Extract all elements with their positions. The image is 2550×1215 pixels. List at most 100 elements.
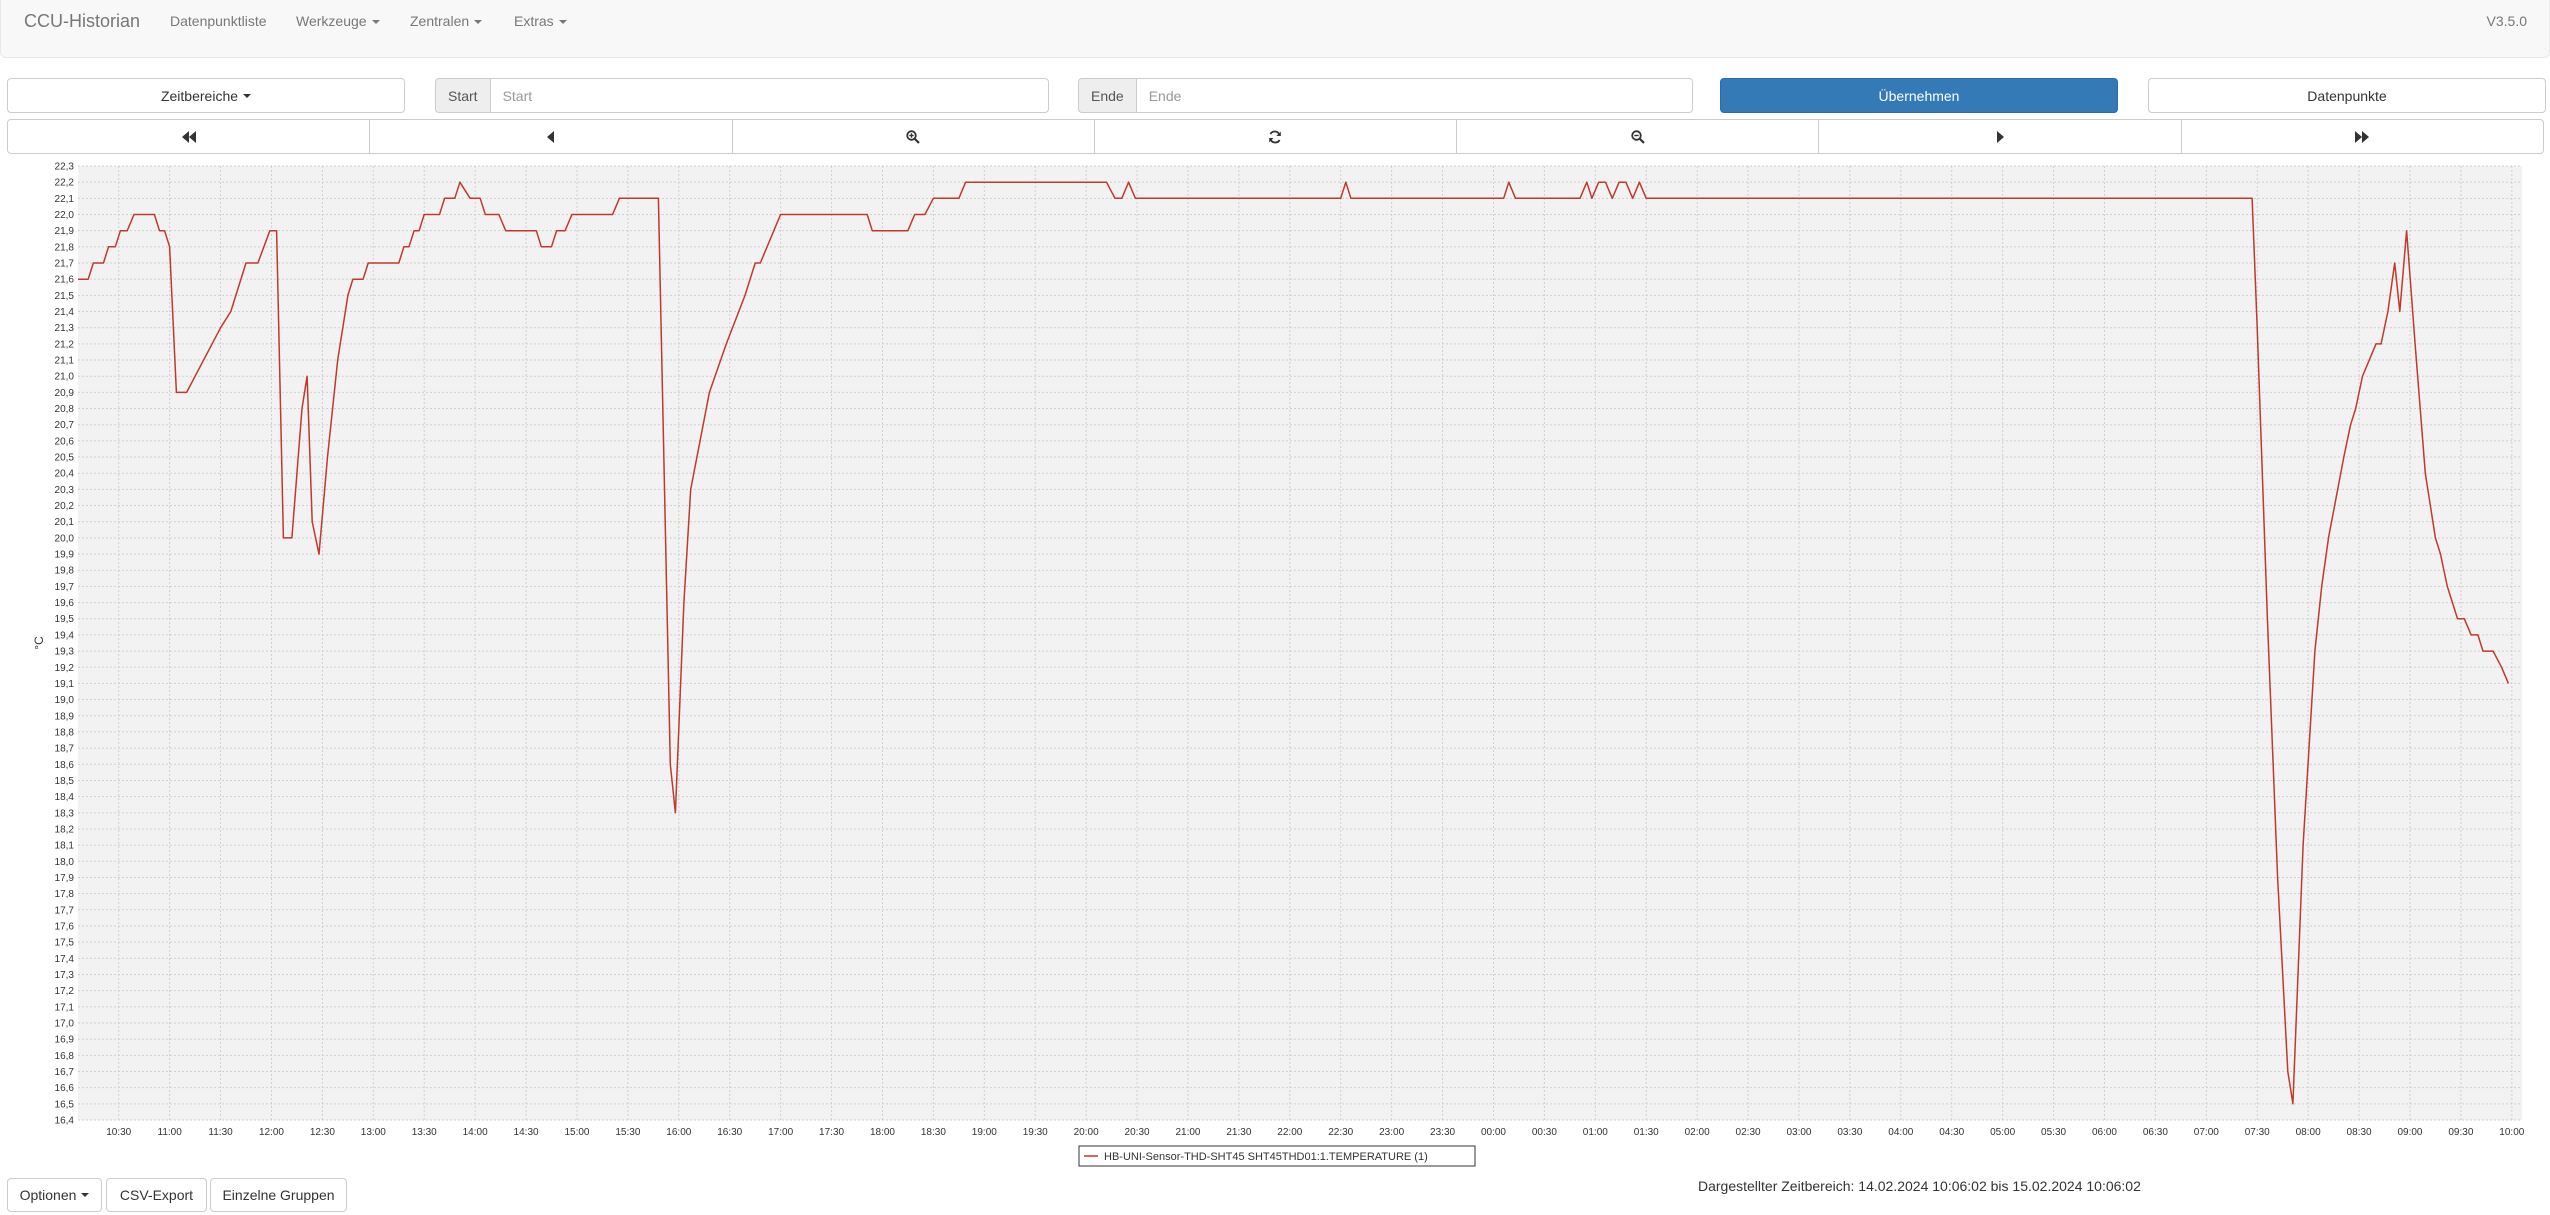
y-tick-label: 17,0: [55, 1018, 75, 1029]
zoom-out-icon: [1631, 129, 1645, 144]
end-addon: Ende: [1078, 78, 1136, 113]
x-tick-label: 18:30: [921, 1127, 946, 1138]
y-tick-label: 22,0: [55, 210, 75, 221]
x-tick-label: 06:30: [2143, 1127, 2168, 1138]
y-tick-label: 19,7: [55, 582, 75, 593]
caret-down-icon: [243, 93, 252, 98]
y-tick-label: 19,4: [55, 630, 75, 641]
caret-down-icon: [474, 20, 483, 25]
y-tick-label: 20,7: [55, 420, 75, 431]
datapoints-button[interactable]: Datenpunkte: [2148, 78, 2546, 113]
y-tick-label: 16,8: [55, 1051, 75, 1062]
time-ranges-label: Zeitbereiche: [160, 87, 239, 104]
single-groups-button[interactable]: Einzelne Gruppen: [210, 1178, 347, 1212]
caret-down-icon: [371, 20, 380, 25]
y-tick-label: 21,8: [55, 242, 75, 253]
nav-extras-dropdown[interactable]: Extras: [514, 13, 567, 29]
x-tick-label: 21:00: [1175, 1127, 1200, 1138]
fast-backward-button[interactable]: [7, 119, 371, 154]
x-tick-label: 23:00: [1379, 1127, 1404, 1138]
x-tick-label: 05:00: [1990, 1127, 2015, 1138]
y-tick-label: 21,3: [55, 323, 75, 334]
x-tick-label: 07:00: [2194, 1127, 2219, 1138]
y-tick-label: 19,5: [55, 614, 75, 625]
y-tick-label: 21,5: [55, 291, 75, 302]
x-tick-label: 17:00: [768, 1127, 793, 1138]
refresh-icon: [1269, 130, 1282, 143]
fast-backward-icon: [181, 130, 196, 143]
x-tick-label: 16:00: [666, 1127, 691, 1138]
y-tick-label: 20,9: [55, 388, 75, 399]
x-tick-label: 04:30: [1939, 1127, 1964, 1138]
version-label: V3.5.0: [2486, 13, 2527, 29]
x-tick-label: 22:00: [1277, 1127, 1302, 1138]
x-tick-label: 13:00: [361, 1127, 386, 1138]
y-tick-label: 17,2: [55, 986, 75, 997]
y-tick-label: 18,9: [55, 711, 75, 722]
y-tick-label: 18,2: [55, 824, 75, 835]
nav-label: Zentralen: [410, 13, 470, 29]
y-axis-label: °C: [32, 636, 46, 650]
options-label: Optionen: [19, 1187, 77, 1203]
y-tick-label: 20,2: [55, 501, 75, 512]
series-line: [78, 181, 2510, 1105]
x-tick-label: 09:00: [2397, 1127, 2422, 1138]
y-tick-label: 17,1: [55, 1002, 75, 1013]
y-tick-label: 16,9: [55, 1035, 75, 1046]
fast-forward-button[interactable]: [2180, 119, 2544, 154]
nav-werkzeuge-dropdown[interactable]: Werkzeuge: [296, 13, 380, 29]
y-tick-label: 20,4: [55, 469, 75, 480]
nav-label: Extras: [514, 13, 554, 29]
y-tick-label: 19,1: [55, 679, 75, 690]
legend-box: [1078, 1145, 1476, 1167]
y-tick-label: 18,7: [55, 744, 75, 755]
x-tick-label: 04:00: [1888, 1127, 1913, 1138]
temperature-chart[interactable]: 16,4 16,5 16,6 16,7 16,8 16,9 17,0 17,1 17,2 17,3…: [0, 158, 2550, 1168]
brand-link[interactable]: CCU-Historian: [24, 11, 141, 31]
y-tick-label: 19,3: [55, 647, 75, 658]
plot-area: [78, 166, 2522, 1120]
y-tick-label: 22,1: [55, 194, 75, 205]
y-tick-label: 20,0: [55, 533, 75, 544]
y-tick-label: 21,1: [55, 356, 75, 367]
step-forward-button[interactable]: [1818, 119, 2182, 154]
y-tick-label: 17,4: [55, 954, 75, 965]
refresh-button[interactable]: [1093, 119, 1458, 154]
y-tick-label: 21,0: [55, 372, 75, 383]
x-tick-label: 21:30: [1226, 1127, 1251, 1138]
step-backward-button[interactable]: [369, 119, 733, 154]
y-tick-label: 16,4: [55, 1116, 75, 1127]
y-tick-label: 19,8: [55, 566, 75, 577]
x-tick-label: 00:00: [1481, 1127, 1506, 1138]
time-ranges-dropdown[interactable]: Zeitbereiche: [7, 78, 405, 113]
y-tick-label: 20,6: [55, 436, 75, 447]
zoom-out-button[interactable]: [1456, 119, 1820, 154]
csv-export-button[interactable]: CSV-Export: [106, 1178, 207, 1212]
y-tick-label: 19,2: [55, 663, 75, 674]
x-tick-label: 02:30: [1736, 1127, 1761, 1138]
y-tick-label: 16,6: [55, 1083, 75, 1094]
caret-down-icon: [81, 1193, 90, 1197]
x-tick-label: 06:00: [2092, 1127, 2117, 1138]
y-tick-label: 20,8: [55, 404, 75, 415]
y-tick-label: 16,7: [55, 1067, 75, 1078]
nav-datenpunktliste[interactable]: Datenpunktliste: [170, 13, 267, 29]
y-tick-label: 19,9: [55, 550, 75, 561]
zoom-in-button[interactable]: [731, 119, 1095, 154]
apply-button[interactable]: Übernehmen: [1720, 78, 2118, 113]
y-tick-label: 20,5: [55, 453, 75, 464]
options-dropdown[interactable]: Optionen: [7, 1178, 102, 1212]
y-tick-label: 21,7: [55, 259, 75, 270]
y-tick-label: 18,0: [55, 857, 75, 868]
zoom-in-icon: [906, 129, 920, 144]
x-tick-label: 18:00: [870, 1127, 895, 1138]
start-input[interactable]: [489, 78, 1049, 113]
start-addon: Start: [435, 78, 490, 113]
time-navigation-group: [7, 119, 2544, 154]
end-input[interactable]: [1135, 78, 1693, 113]
nav-zentralen-dropdown[interactable]: Zentralen: [410, 13, 483, 29]
y-tick-label: 21,2: [55, 339, 75, 350]
y-tick-label: 19,6: [55, 598, 75, 609]
x-tick-label: 15:30: [615, 1127, 640, 1138]
x-tick-label: 22:30: [1328, 1127, 1353, 1138]
